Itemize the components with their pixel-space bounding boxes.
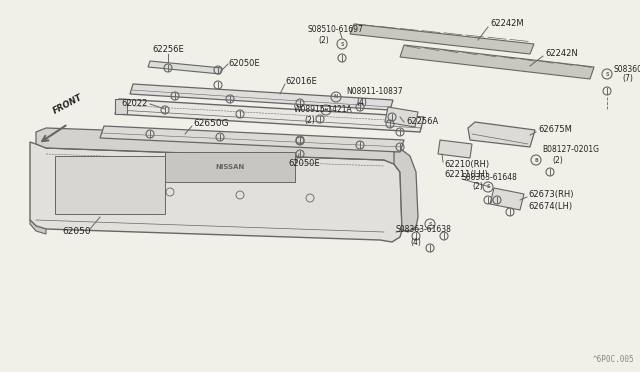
Polygon shape [100, 126, 404, 152]
Polygon shape [30, 142, 402, 242]
Text: B08127-0201G: B08127-0201G [542, 145, 599, 154]
Text: (2): (2) [472, 183, 483, 192]
Text: S08360-6162C: S08360-6162C [614, 64, 640, 74]
Polygon shape [385, 107, 418, 127]
Text: (4): (4) [410, 237, 421, 247]
Polygon shape [400, 45, 594, 79]
Polygon shape [438, 140, 472, 158]
Text: (2): (2) [318, 35, 329, 45]
Text: FRONT: FRONT [52, 93, 84, 116]
Polygon shape [148, 61, 222, 74]
Text: ^6P0C.005: ^6P0C.005 [593, 355, 634, 364]
Text: 62016E: 62016E [285, 77, 317, 87]
Text: (2): (2) [304, 115, 315, 125]
Text: S: S [340, 42, 344, 46]
Polygon shape [490, 188, 524, 210]
Polygon shape [30, 220, 46, 234]
Text: 62256E: 62256E [152, 45, 184, 55]
Text: S: S [605, 71, 609, 77]
Text: 62242N: 62242N [545, 49, 578, 58]
Text: W08915-1421A: W08915-1421A [294, 106, 353, 115]
Text: 62050E: 62050E [228, 60, 260, 68]
Text: 62022: 62022 [122, 99, 148, 109]
Text: 62210(RH): 62210(RH) [444, 160, 489, 169]
Polygon shape [115, 99, 424, 132]
Text: 62256A: 62256A [406, 118, 438, 126]
Text: N08911-10837: N08911-10837 [346, 87, 403, 96]
Text: 62242M: 62242M [490, 19, 524, 29]
Text: 62673(RH): 62673(RH) [528, 189, 573, 199]
Bar [55, 156, 165, 214]
Bar [115, 99, 127, 114]
Text: (7): (7) [622, 74, 633, 83]
Text: S: S [428, 221, 432, 227]
Polygon shape [394, 150, 418, 232]
Text: (2): (2) [552, 155, 563, 164]
Text: 62050: 62050 [62, 228, 91, 237]
Text: S08363-61648: S08363-61648 [462, 173, 518, 182]
Text: 62675M: 62675M [538, 125, 572, 135]
Text: W: W [323, 108, 329, 112]
Text: B: B [534, 157, 538, 163]
Text: 62050E: 62050E [288, 160, 319, 169]
Text: S: S [486, 185, 490, 189]
Text: (4): (4) [356, 97, 367, 106]
Text: NISSAN: NISSAN [216, 164, 244, 170]
Polygon shape [130, 84, 393, 110]
Text: 62674(LH): 62674(LH) [528, 202, 572, 211]
Text: N: N [334, 94, 338, 99]
Polygon shape [36, 128, 408, 172]
Text: 62211(LH): 62211(LH) [444, 170, 488, 179]
Text: 62650G: 62650G [193, 119, 228, 128]
Bar [165, 152, 295, 182]
Polygon shape [350, 24, 534, 54]
Polygon shape [468, 122, 535, 147]
Text: S08363-61638: S08363-61638 [396, 225, 452, 234]
Text: S08510-61697: S08510-61697 [308, 26, 364, 35]
